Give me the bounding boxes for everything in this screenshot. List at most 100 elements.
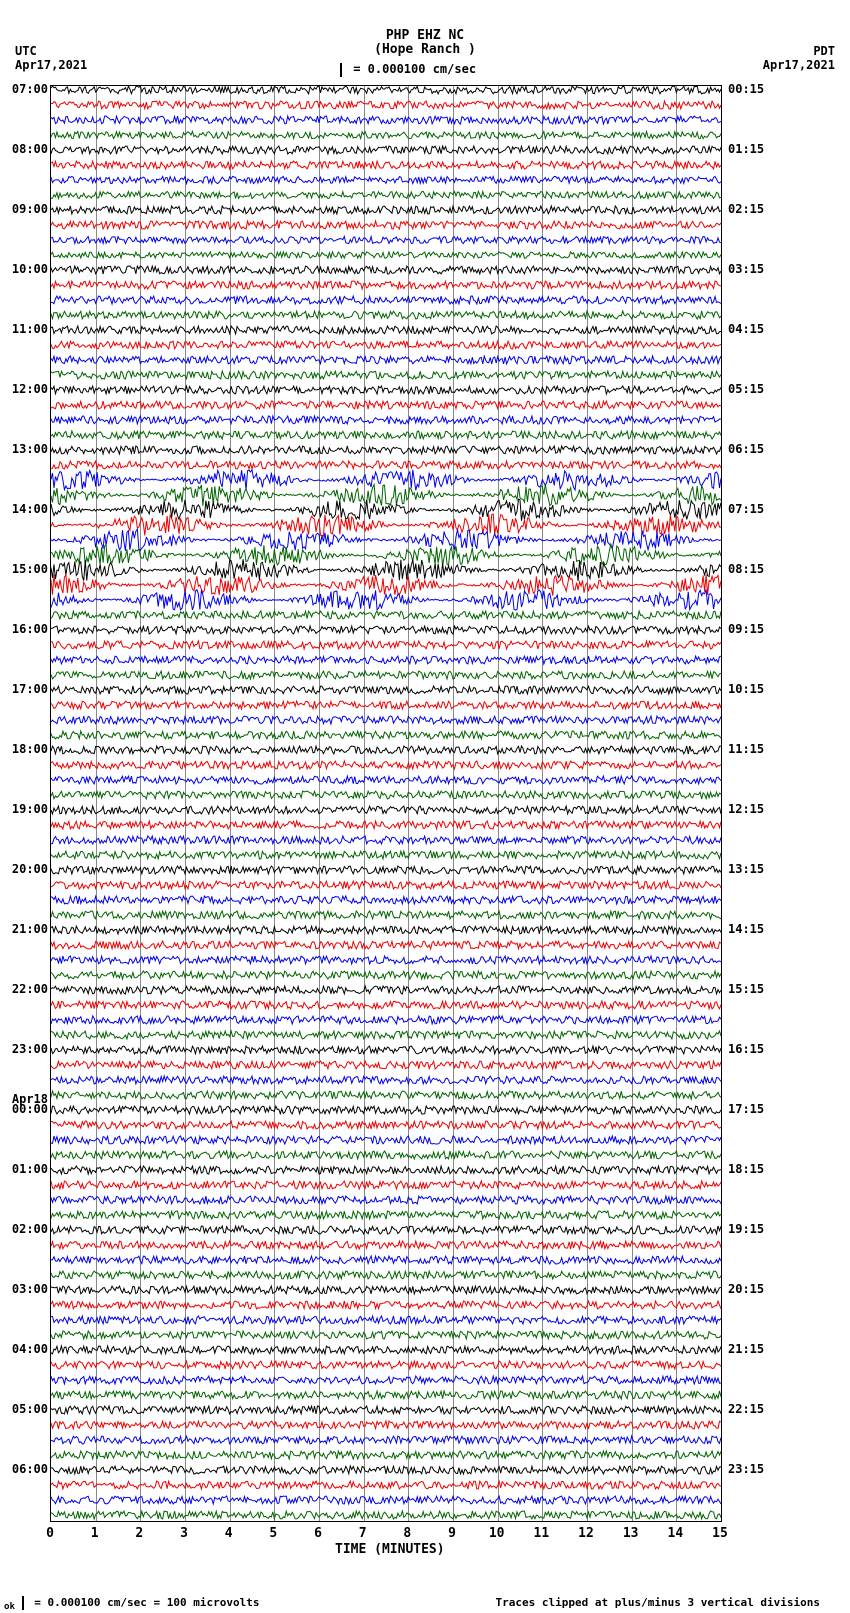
seismic-trace [51, 986, 721, 994]
left-hour-label: 23:00 [2, 1042, 48, 1056]
seismic-trace [51, 559, 721, 581]
left-hour-label: 20:00 [2, 862, 48, 876]
right-hour-label: 05:15 [728, 382, 764, 396]
right-hour-label: 16:15 [728, 1042, 764, 1056]
left-hour-label: 04:00 [2, 1342, 48, 1356]
seismic-trace [51, 911, 721, 919]
seismic-trace [51, 851, 721, 859]
seismic-trace [51, 281, 721, 289]
scale-bar-icon [340, 63, 342, 77]
seismic-trace [51, 1331, 721, 1339]
seismic-trace [51, 252, 721, 258]
seismic-trace [51, 206, 721, 214]
right-hour-label: 11:15 [728, 742, 764, 756]
left-hour-label: 01:00 [2, 1162, 48, 1176]
seismic-trace [51, 386, 721, 394]
seismic-trace [51, 296, 721, 304]
x-tick-label: 3 [180, 1526, 188, 1541]
left-hour-label: 08:00 [2, 142, 48, 156]
right-hour-label: 04:15 [728, 322, 764, 336]
seismic-trace [51, 791, 721, 799]
seismic-trace [51, 1031, 721, 1039]
x-tick-label: 1 [91, 1526, 99, 1541]
footer-left-text: = 0.000100 cm/sec = 100 microvolts [34, 1596, 259, 1609]
right-hour-label: 14:15 [728, 922, 764, 936]
scale-text: = 0.000100 cm/sec [353, 62, 476, 76]
title-line2: (Hope Ranch ) [0, 42, 850, 57]
right-hour-label: 10:15 [728, 682, 764, 696]
seismic-trace [51, 431, 721, 439]
x-tick-label: 7 [359, 1526, 367, 1541]
x-tick-label: 4 [225, 1526, 233, 1541]
footer-clip-note: Traces clipped at plus/minus 3 vertical … [495, 1596, 820, 1609]
seismic-trace [51, 1406, 721, 1414]
seismic-trace [51, 671, 721, 679]
seismic-trace [51, 1151, 721, 1159]
seismic-trace [51, 1466, 721, 1474]
scale-bar-icon [22, 1596, 24, 1610]
seismic-trace [51, 686, 721, 694]
seismic-trace [51, 371, 721, 379]
x-tick-label: 12 [578, 1526, 594, 1541]
trace-layer [51, 86, 721, 1521]
right-hour-label: 20:15 [728, 1282, 764, 1296]
seismic-trace [51, 1271, 721, 1279]
left-hour-label: 16:00 [2, 622, 48, 636]
right-hour-label: 08:15 [728, 562, 764, 576]
seismic-trace [51, 1106, 721, 1114]
seismic-trace [51, 731, 721, 739]
x-tick-label: 10 [489, 1526, 505, 1541]
seismic-trace [51, 1091, 721, 1099]
seismic-trace [51, 926, 721, 934]
seismic-trace [51, 575, 721, 596]
x-tick-label: 15 [712, 1526, 728, 1541]
left-hour-label: 03:00 [2, 1282, 48, 1296]
x-axis-title: TIME (MINUTES) [335, 1542, 445, 1557]
seismogram-container: PHP EHZ NC (Hope Ranch ) = 0.000100 cm/s… [0, 0, 850, 1613]
seismic-trace [51, 866, 721, 874]
seismic-trace [51, 1481, 721, 1489]
seismic-trace [51, 716, 721, 724]
seismic-trace [51, 191, 721, 198]
left-hour-label: 17:00 [2, 682, 48, 696]
seismic-trace [51, 1301, 721, 1309]
right-hour-label: 17:15 [728, 1102, 764, 1116]
right-hour-label: 07:15 [728, 502, 764, 516]
footer-scale: ok = 0.000100 cm/sec = 100 microvolts [4, 1596, 259, 1612]
seismic-trace [51, 484, 721, 505]
x-tick-label: 0 [46, 1526, 54, 1541]
right-hour-label: 15:15 [728, 982, 764, 996]
left-hour-label: 10:00 [2, 262, 48, 276]
seismic-trace [51, 161, 721, 169]
seismic-trace [51, 1286, 721, 1294]
x-tick-label: 14 [668, 1526, 684, 1541]
seismic-trace [51, 514, 721, 536]
scale-legend: = 0.000100 cm/sec [340, 62, 476, 77]
seismic-trace [51, 1421, 721, 1429]
left-hour-label: 19:00 [2, 802, 48, 816]
left-hour-label: 02:00 [2, 1222, 48, 1236]
left-hour-label: 11:00 [2, 322, 48, 336]
x-tick-label: 13 [623, 1526, 639, 1541]
seismic-trace [51, 1316, 721, 1324]
seismic-trace [51, 626, 721, 634]
seismic-trace [51, 896, 721, 904]
left-hour-label: 14:00 [2, 502, 48, 516]
right-hour-label: 22:15 [728, 1402, 764, 1416]
seismic-trace [51, 529, 721, 551]
seismic-trace [51, 746, 721, 754]
seismic-trace [51, 236, 721, 243]
x-tick-label: 6 [314, 1526, 322, 1541]
seismic-trace [51, 806, 721, 814]
seismic-trace [51, 836, 721, 844]
seismic-trace [51, 176, 721, 183]
seismic-trace [51, 311, 721, 319]
tz-right-label: PDT [813, 44, 835, 58]
tz-left-date: Apr17,2021 [15, 58, 87, 72]
seismic-trace [51, 941, 721, 949]
tz-right-date: Apr17,2021 [763, 58, 835, 72]
seismic-trace [51, 701, 721, 709]
seismic-trace [51, 101, 721, 109]
seismic-trace [51, 1076, 721, 1084]
seismic-trace [51, 1166, 721, 1174]
